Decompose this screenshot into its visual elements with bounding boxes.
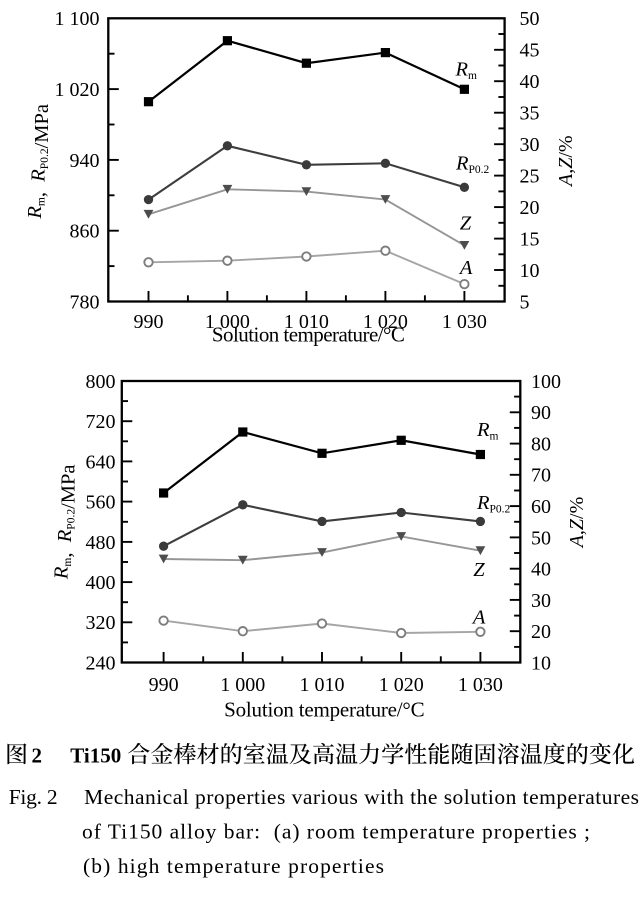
svg-text:990: 990 bbox=[134, 311, 164, 333]
svg-text:1 030: 1 030 bbox=[458, 674, 503, 696]
svg-text:20: 20 bbox=[531, 621, 551, 643]
svg-text:860: 860 bbox=[70, 221, 100, 243]
svg-text:640: 640 bbox=[86, 451, 116, 473]
svg-text:45: 45 bbox=[520, 40, 540, 62]
svg-text:400: 400 bbox=[86, 572, 116, 594]
svg-text:20: 20 bbox=[520, 197, 540, 219]
svg-text:2: 2 bbox=[32, 743, 43, 767]
svg-text:320: 320 bbox=[86, 612, 116, 634]
svg-text:RP0.2: RP0.2 bbox=[455, 152, 490, 176]
svg-text:Solution temperature/°C: Solution temperature/°C bbox=[212, 323, 405, 347]
svg-text:990: 990 bbox=[149, 674, 179, 696]
svg-text:10: 10 bbox=[520, 260, 540, 282]
svg-text:50: 50 bbox=[520, 8, 540, 30]
svg-text:10: 10 bbox=[531, 652, 551, 674]
svg-text:480: 480 bbox=[86, 532, 116, 554]
svg-text:90: 90 bbox=[531, 402, 551, 424]
svg-text:Solution temperature/°C: Solution temperature/°C bbox=[224, 698, 425, 722]
svg-text:A: A bbox=[458, 257, 473, 279]
svg-text:Fig. 2: Fig. 2 bbox=[9, 785, 58, 809]
svg-text:(b) high temperature propertie: (b) high temperature properties bbox=[83, 854, 384, 878]
svg-text:RP0.2: RP0.2 bbox=[476, 492, 511, 516]
svg-text:A,Z/%: A,Z/% bbox=[566, 497, 588, 550]
svg-text:1 010: 1 010 bbox=[300, 674, 345, 696]
svg-text:1 020: 1 020 bbox=[363, 311, 408, 333]
svg-text:Rm: Rm bbox=[476, 419, 499, 443]
svg-text:Z: Z bbox=[460, 212, 472, 234]
svg-text:1 030: 1 030 bbox=[442, 311, 487, 333]
svg-text:1 010: 1 010 bbox=[284, 311, 329, 333]
svg-text:80: 80 bbox=[531, 434, 551, 456]
svg-text:1 020: 1 020 bbox=[379, 674, 424, 696]
svg-text:A,Z/%: A,Z/% bbox=[555, 135, 577, 188]
svg-text:50: 50 bbox=[531, 527, 551, 549]
svg-text:1 020: 1 020 bbox=[55, 79, 100, 101]
svg-text:30: 30 bbox=[520, 134, 540, 156]
svg-text:1 100: 1 100 bbox=[55, 8, 100, 30]
svg-text:Z: Z bbox=[473, 559, 485, 581]
svg-text:5: 5 bbox=[520, 291, 530, 313]
svg-text:Mechanical properties various: Mechanical properties various with the s… bbox=[84, 785, 639, 809]
svg-text:Ti150: Ti150 bbox=[70, 743, 121, 767]
svg-text:1 000: 1 000 bbox=[205, 311, 250, 333]
svg-text:15: 15 bbox=[520, 229, 540, 251]
svg-text:30: 30 bbox=[531, 590, 551, 612]
svg-text:1 000: 1 000 bbox=[220, 674, 265, 696]
svg-text:720: 720 bbox=[86, 411, 116, 433]
svg-text:800: 800 bbox=[86, 371, 116, 393]
svg-text:40: 40 bbox=[520, 71, 540, 93]
svg-text:240: 240 bbox=[86, 652, 116, 674]
svg-text:of Ti150 alloy bar: (a) room: of Ti150 alloy bar: (a) room temperature… bbox=[82, 820, 590, 844]
svg-text:A: A bbox=[471, 606, 486, 628]
svg-text:100: 100 bbox=[531, 371, 561, 393]
svg-text:25: 25 bbox=[520, 166, 540, 188]
svg-text:780: 780 bbox=[70, 291, 100, 313]
svg-text:Rm, RP0.2/MPa: Rm, RP0.2/MPa bbox=[51, 464, 80, 580]
svg-text:70: 70 bbox=[531, 465, 551, 487]
svg-text:Rm, RP0.2/MPa: Rm, RP0.2/MPa bbox=[24, 104, 53, 220]
svg-text:60: 60 bbox=[531, 496, 551, 518]
svg-text:Rm: Rm bbox=[455, 59, 478, 83]
svg-text:35: 35 bbox=[520, 103, 540, 125]
svg-text:940: 940 bbox=[70, 150, 100, 172]
svg-text:40: 40 bbox=[531, 559, 551, 581]
svg-text:560: 560 bbox=[86, 492, 116, 514]
